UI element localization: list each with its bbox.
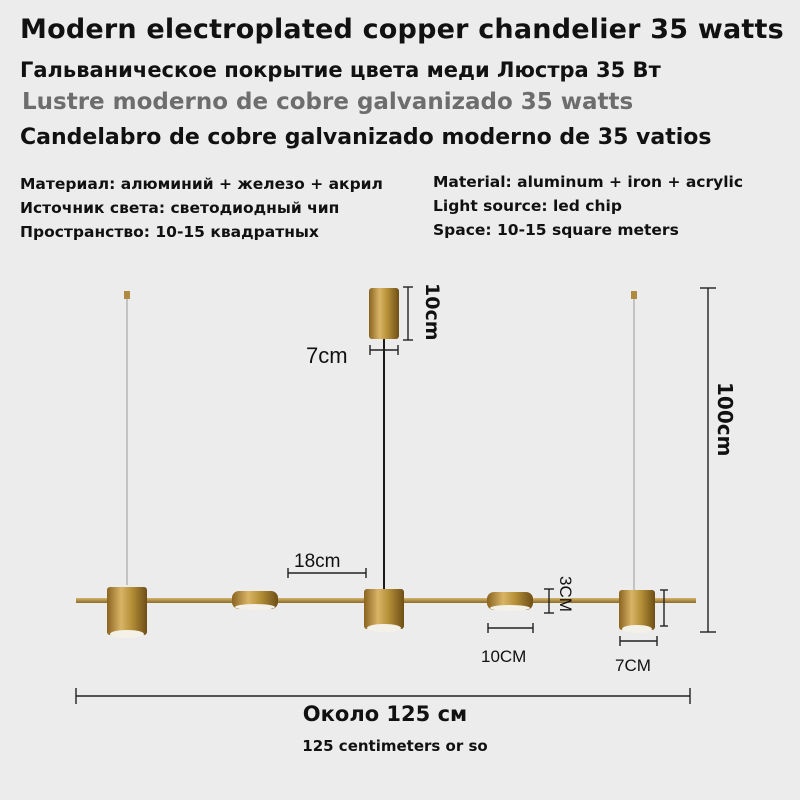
disc-lamp xyxy=(487,592,533,611)
total-length-en: 125 centimeters or so xyxy=(302,737,488,755)
spec-space-en: Space: 10-15 square meters xyxy=(433,221,679,239)
spec-light-source-en: Light source: led chip xyxy=(433,197,622,215)
disc-width-label: 10CM xyxy=(481,647,526,666)
cylinder-lamp xyxy=(107,587,147,638)
spec-material-en: Material: aluminum + iron + acrylic xyxy=(433,173,744,191)
specs-english: Material: aluminum + iron + acrylic Ligh… xyxy=(433,170,743,242)
dimension-lines xyxy=(75,286,716,704)
suspension-right xyxy=(631,291,637,590)
canopy-width-label: 7cm xyxy=(306,343,348,368)
suspension-left xyxy=(124,291,130,585)
title-english: Modern electroplated copper chandelier 3… xyxy=(20,14,784,45)
specs-russian: Материал: алюминий + железо + акрил Исто… xyxy=(20,172,383,244)
cylinder-lamp xyxy=(619,590,655,633)
spec-material-ru: Материал: алюминий + железо + акрил xyxy=(20,175,383,193)
spec-light-source-ru: Источник света: светодиодный чип xyxy=(20,199,340,217)
canopy-height-label: 10cm xyxy=(421,283,443,341)
disc-lamp xyxy=(232,591,278,610)
spacing-label: 18cm xyxy=(294,551,340,572)
cylinder-width-label: 7CM xyxy=(615,656,651,675)
canopy xyxy=(369,288,399,339)
title-portuguese: Lustre moderno de cobre galvanizado 35 w… xyxy=(22,89,634,115)
cylinder-lamp xyxy=(364,589,404,632)
title-spanish: Candelabro de cobre galvanizado moderno … xyxy=(20,125,712,150)
spec-space-ru: Пространство: 10-15 квадратных xyxy=(20,223,319,241)
lamp-height-label: 3CM xyxy=(556,576,575,612)
total-length-ru: Около 125 см xyxy=(302,702,468,726)
total-height-label: 100cm xyxy=(713,382,737,456)
title-russian: Гальваническое покрытие цвета меди Люстр… xyxy=(20,58,661,82)
